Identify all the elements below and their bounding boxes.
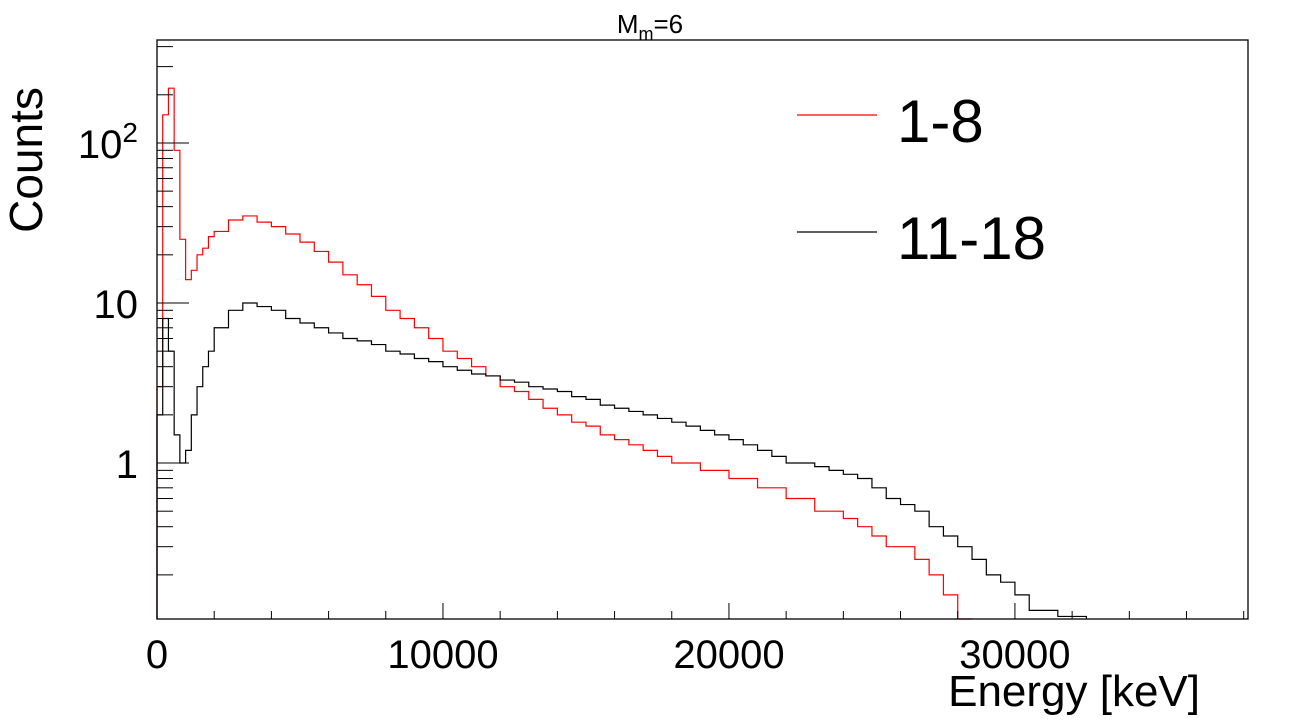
series-line-11-18: [156, 302, 1088, 619]
chart-title: Mm=6: [617, 9, 683, 44]
plot-frame: [156, 39, 1249, 620]
x-tick-label: 30000: [959, 633, 1070, 677]
series-11-18: [156, 302, 1088, 619]
x-tick-label: 10000: [387, 633, 498, 677]
x-tick-label: 20000: [673, 633, 784, 677]
series-1-8: [156, 87, 973, 620]
series-line-1-8: [156, 87, 973, 620]
y-tick-label: 10: [94, 283, 139, 327]
legend-label-11-18: 11-18: [897, 205, 1046, 272]
plot-area: [156, 87, 1088, 620]
y-tick-label: 102: [78, 117, 138, 167]
legend-label-1-8: 1-8: [897, 88, 984, 155]
axes: 0 10000 20000 30000 1 10 102: [78, 46, 1245, 677]
y-tick-label: 1: [116, 443, 138, 487]
x-tick-label: 0: [146, 633, 168, 677]
x-axis-label: Energy [keV]: [948, 667, 1200, 716]
y-axis-label: Counts: [0, 87, 52, 233]
legend: 1-8 11-18: [797, 88, 1046, 272]
